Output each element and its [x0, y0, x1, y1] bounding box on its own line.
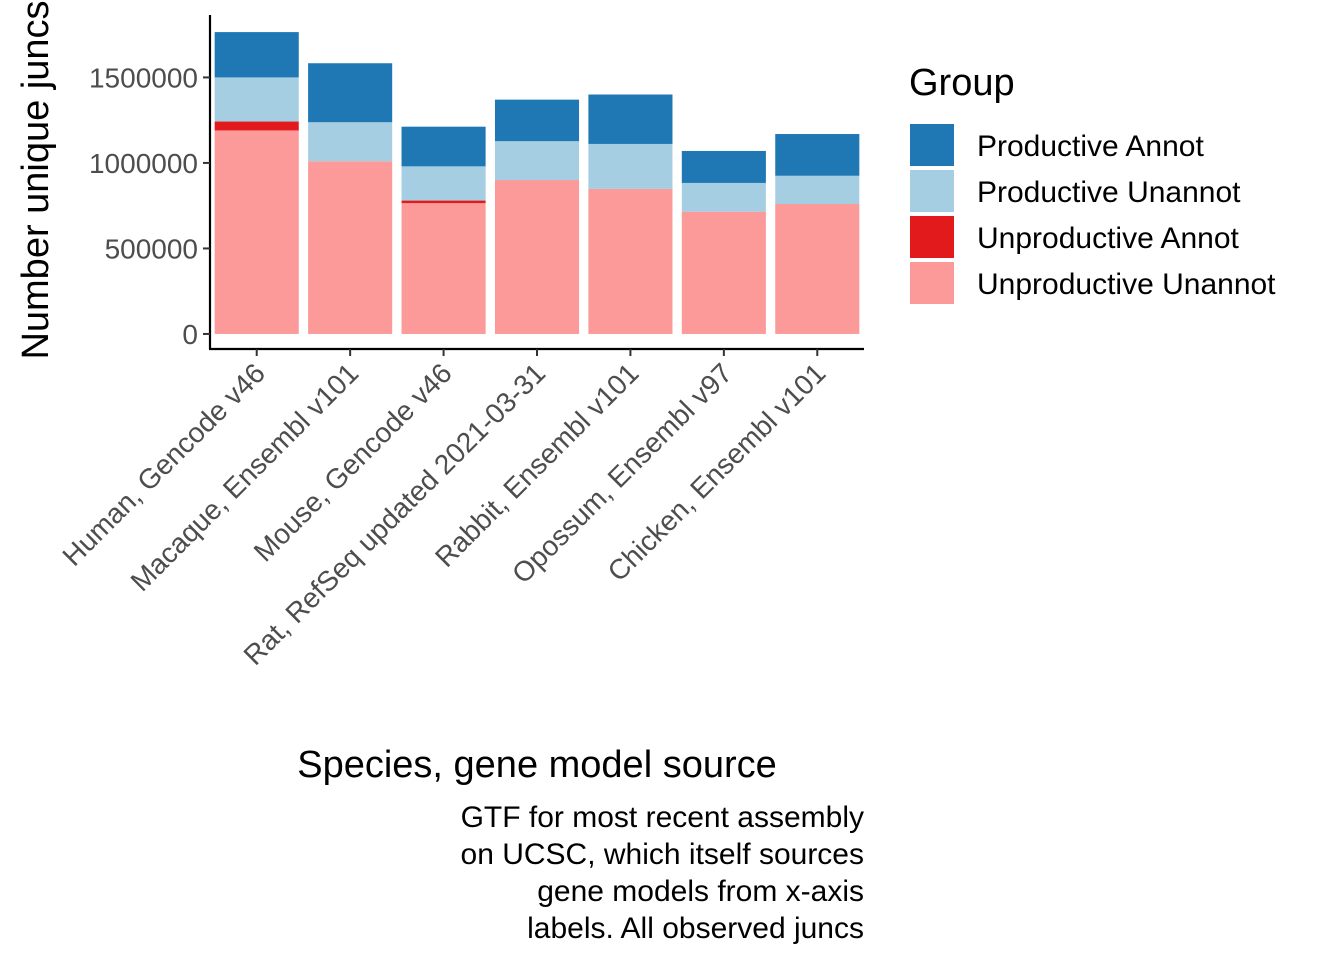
caption-line: GTF for most recent assembly	[461, 801, 864, 834]
bar-segment	[681, 182, 766, 212]
bar-segment	[401, 166, 486, 201]
caption-line: labels. All observed juncs	[527, 912, 864, 945]
bar-segment	[214, 121, 299, 131]
bar-segment	[494, 180, 580, 334]
bars-layer	[214, 32, 860, 334]
legend-swatch	[910, 124, 954, 166]
legend-label: Productive Annot	[977, 130, 1204, 163]
legend-swatch	[910, 170, 954, 212]
legend-label: Unproductive Unannot	[977, 268, 1276, 301]
bar-segment	[494, 141, 580, 181]
legend-label: Unproductive Annot	[977, 222, 1240, 255]
bar-segment	[308, 161, 393, 334]
y-tick-label: 1500000	[89, 62, 198, 93]
legend-label: Productive Unannot	[977, 176, 1241, 209]
bar-segment	[681, 150, 766, 183]
bar-segment	[214, 77, 299, 122]
bar-segment	[775, 203, 860, 334]
bar-segment	[214, 130, 299, 334]
x-axis-title: Species, gene model source	[297, 744, 777, 786]
legend: Group Productive Annot Productive Unannot…	[909, 62, 1276, 304]
y-axis-title: Number unique juncs	[15, 0, 57, 359]
bar-segment	[494, 99, 580, 142]
bar-segment	[308, 122, 393, 162]
bar-segment	[308, 63, 393, 123]
bar-segment	[214, 32, 299, 78]
bar-segment	[588, 94, 673, 144]
bar-segment	[775, 134, 860, 176]
caption-line: gene models from x-axis	[537, 875, 864, 908]
bar-segment	[401, 203, 486, 334]
y-tick-label: 0	[182, 319, 198, 350]
bar-segment	[588, 188, 673, 334]
y-ticks: 0 500000 1000000 1500000	[89, 62, 210, 350]
bar-segment	[681, 211, 766, 334]
legend-swatch	[910, 262, 954, 304]
y-tick-label: 1000000	[89, 148, 198, 179]
bar-segment	[588, 143, 673, 189]
bar-segment	[401, 126, 486, 167]
legend-swatch	[910, 216, 954, 258]
caption: GTF for most recent assembly on UCSC, whi…	[461, 801, 864, 945]
bar-segment	[401, 200, 486, 204]
y-tick-label: 500000	[105, 233, 198, 264]
legend-title: Group	[909, 62, 1015, 104]
caption-line: on UCSC, which itself sources	[461, 838, 864, 871]
bar-segment	[775, 175, 860, 204]
